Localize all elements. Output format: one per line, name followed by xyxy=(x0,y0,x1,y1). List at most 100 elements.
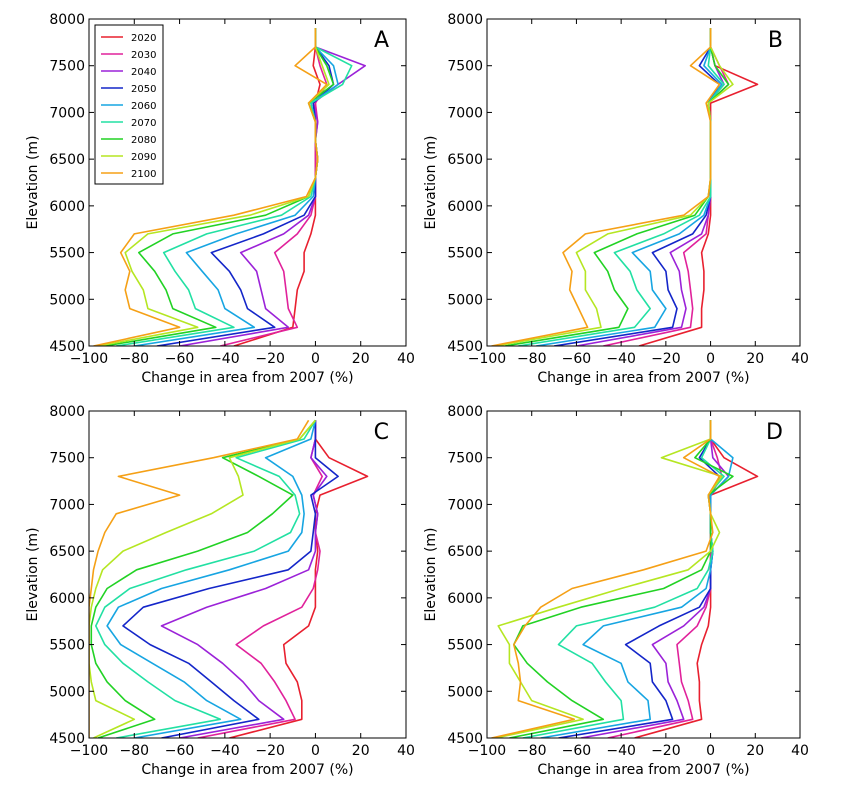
panel-d-x-tick-label: −40 xyxy=(606,743,636,759)
panel-c-y-tick-label: 4500 xyxy=(49,731,85,747)
panel-c-y-tick-label: 8000 xyxy=(49,404,85,420)
panel-b-line-2080 xyxy=(504,28,730,346)
panel-d-x-tick-label: 20 xyxy=(746,743,764,759)
panel-a-y-tick-label: 6500 xyxy=(49,152,85,168)
panel-b-x-tick-label: −40 xyxy=(606,351,636,367)
legend: 2020 2030 2040 2050 2060 2070 2080 2090 2100 xyxy=(94,24,164,185)
panel-d-x-axis-label: Change in area from 2007 (%) xyxy=(537,762,749,778)
panel-b-line-2060 xyxy=(536,28,723,346)
panel-b-letter: B xyxy=(768,28,783,53)
panel-d-y-tick-label: 6000 xyxy=(447,591,483,607)
panel-a: −100 −80 −60 −40 −20 0 20 404500500055006000650… xyxy=(25,12,415,386)
panel-b-y-tick-label: 8000 xyxy=(447,12,483,28)
panel-b-x-axis-label: Change in area from 2007 (%) xyxy=(537,370,749,386)
panel-c-line-2100 xyxy=(89,419,310,738)
panel-a-series xyxy=(93,28,367,346)
panel-d-y-tick-label: 5500 xyxy=(447,638,483,654)
panel-d-plot-frame xyxy=(486,410,801,739)
panel-a-line-2050 xyxy=(156,28,335,346)
panel-c-line-2070 xyxy=(95,419,317,738)
panel-d-x-tick-label: 0 xyxy=(706,743,715,759)
panel-c-y-tick-label: 6500 xyxy=(49,544,85,560)
panel-a-plot-frame xyxy=(88,18,407,347)
panel-b-x-tick-label: −20 xyxy=(651,351,681,367)
panel-a-y-tick-label: 5000 xyxy=(49,292,85,308)
panel-a-x-tick-label: −100 xyxy=(70,351,108,367)
panel-c-x-tick-label: −80 xyxy=(120,743,150,759)
panel-b-series xyxy=(491,28,759,346)
legend-label-2090: 2090 xyxy=(131,152,156,163)
panel-b-x-tick-label: −100 xyxy=(468,351,506,367)
panel-c-x-tick-label: 20 xyxy=(352,743,370,759)
panel-d-y-tick-label: 8000 xyxy=(447,404,483,420)
panel-d-line-2100 xyxy=(491,420,721,738)
panel-a-letter: A xyxy=(374,28,389,53)
panel-b-y-axis-label: Elevation (m) xyxy=(423,135,439,229)
legend-label-2070: 2070 xyxy=(131,118,156,129)
panel-a-line-2090 xyxy=(97,28,330,346)
panel-c-y-axis-label: Elevation (m) xyxy=(25,527,41,621)
panel-b-line-2050 xyxy=(553,28,721,346)
panel-d-y-tick-label: 7000 xyxy=(447,497,483,513)
panel-a-line-2100 xyxy=(93,28,328,346)
panel-b-line-2090 xyxy=(495,28,734,346)
panel-d-series xyxy=(491,420,759,738)
panel-a-x-tick-label: −80 xyxy=(120,351,150,367)
panel-b-x-tick-label: −80 xyxy=(517,351,547,367)
panel-a-y-tick-label: 7000 xyxy=(49,105,85,121)
panel-a-y-tick-label: 4500 xyxy=(49,339,85,355)
panel-b-plot-frame xyxy=(486,18,801,347)
panel-b-line-2020 xyxy=(638,28,759,346)
panel-a-line-2070 xyxy=(116,28,353,346)
panel-c-y-tick-label: 6000 xyxy=(49,591,85,607)
panel-a-x-tick-label: −20 xyxy=(255,351,285,367)
panel-b-x-tick-label: 0 xyxy=(706,351,715,367)
panel-d-x-tick-label: −20 xyxy=(651,743,681,759)
panel-c: −100 −80 −60 −40 −20 0 20 40 4500 5000 5500 6000 650… xyxy=(25,404,415,778)
panel-d: −100 −80 −60 −40 −20 0 20 40 4500 5000 5500 6000 650… xyxy=(423,404,809,778)
panel-a-x-tick-label: 0 xyxy=(311,351,320,367)
legend-label-2020: 2020 xyxy=(131,33,156,44)
panel-d-y-tick-label: 6500 xyxy=(447,544,483,560)
panel-a-y-tick-label: 8000 xyxy=(49,12,85,28)
panel-d-x-tick-label: 40 xyxy=(791,743,809,759)
panel-d-y-tick-label: 7500 xyxy=(447,451,483,467)
panel-a-y-tick-label: 7500 xyxy=(49,59,85,75)
panel-d-x-tick-label: −60 xyxy=(562,743,592,759)
panel-b-y-tick-label: 4500 xyxy=(447,339,483,355)
panel-d-y-tick-label: 5000 xyxy=(447,684,483,700)
legend-label-2040: 2040 xyxy=(131,67,156,78)
panel-b-y-tick-label: 6500 xyxy=(447,152,483,168)
panel-c-x-tick-label: −20 xyxy=(255,743,285,759)
panel-b-y-tick-label: 6000 xyxy=(447,199,483,215)
panel-a-x-tick-label: 40 xyxy=(397,351,415,367)
panel-c-y-tick-label: 5500 xyxy=(49,638,85,654)
panel-c-y-tick-label: 7000 xyxy=(49,497,85,513)
panel-b-y-tick-label: 5500 xyxy=(447,246,483,262)
panel-b: −100 −80 −60 −40 −20 0 20 40 4500 5000 5500 6000 650… xyxy=(423,12,809,386)
legend-label-2100: 2100 xyxy=(131,169,156,180)
panel-c-line-2080 xyxy=(90,419,317,738)
panel-d-line-2060 xyxy=(540,420,734,738)
panel-d-line-2050 xyxy=(558,420,721,738)
panel-c-x-tick-label: −100 xyxy=(70,743,108,759)
panel-c-y-tick-label: 7500 xyxy=(49,451,85,467)
panel-b-y-tick-label: 7500 xyxy=(447,59,483,75)
panel-c-letter: C xyxy=(374,420,389,445)
panel-d-x-tick-label: −100 xyxy=(468,743,506,759)
panel-b-y-tick-label: 7000 xyxy=(447,105,483,121)
panel-b-line-2040 xyxy=(576,28,725,346)
panel-c-line-2040 xyxy=(160,420,328,738)
panel-a-x-tick-label: −60 xyxy=(165,351,195,367)
panel-d-y-axis-label: Elevation (m) xyxy=(423,527,439,621)
panel-d-y-tick-label: 4500 xyxy=(447,731,483,747)
panel-c-x-tick-label: 0 xyxy=(311,743,320,759)
panel-b-y-tick-label: 5000 xyxy=(447,292,483,308)
legend-label-2050: 2050 xyxy=(131,84,156,95)
panel-d-line-2080 xyxy=(509,420,734,738)
panel-a-y-tick-label: 6000 xyxy=(49,199,85,215)
panel-c-line-2060 xyxy=(106,420,317,738)
panel-a-y-axis-label: Elevation (m) xyxy=(25,135,41,229)
panel-c-x-tick-label: −40 xyxy=(210,743,240,759)
